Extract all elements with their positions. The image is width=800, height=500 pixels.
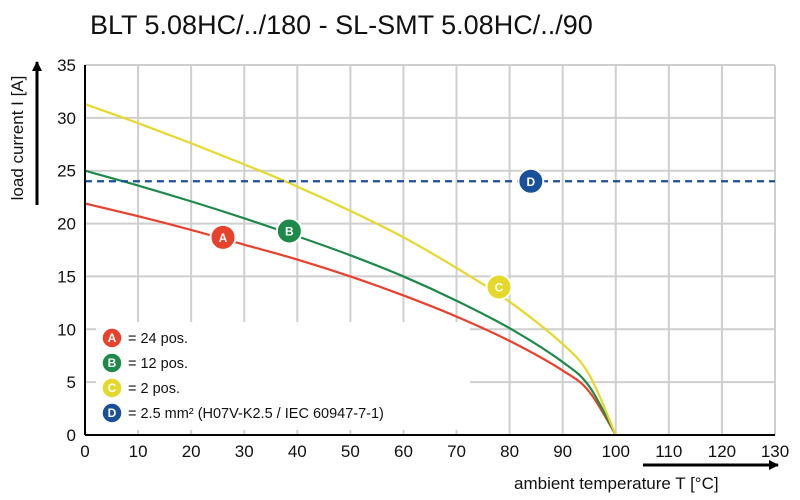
x-tick-label: 40 <box>288 442 307 461</box>
legend-c-text: = 2 pos. <box>128 381 180 397</box>
x-tick-label: 60 <box>394 442 413 461</box>
x-tick-label: 50 <box>341 442 360 461</box>
badge-b-circle <box>275 217 303 245</box>
legend-a-text: = 24 pos. <box>128 331 188 347</box>
legend: A = 24 pos. B = 12 pos. C = 2 pos. D = 2.5 mm² … <box>101 327 384 424</box>
legend-b-circle <box>101 352 123 374</box>
legend-c-badge-label: C <box>108 381 117 395</box>
y-tick-label: 25 <box>57 162 76 181</box>
badge-d-label: D <box>527 175 536 189</box>
y-tick-label: 10 <box>57 320 76 339</box>
y-tick-label: 15 <box>57 267 76 286</box>
y-tick-label: 0 <box>67 426 76 445</box>
badge-c-circle <box>485 273 513 301</box>
legend-d-text: = 2.5 mm² (H07V-K2.5 / IEC 60947-7-1) <box>128 406 384 422</box>
legend-b-text: = 12 pos. <box>128 356 188 372</box>
legend-background <box>96 322 470 430</box>
legend-b-badge-label: B <box>108 356 117 370</box>
x-axis-label: ambient temperature T [°C] <box>514 474 719 493</box>
x-tick-label: 100 <box>602 442 630 461</box>
series-a-line <box>84 202 617 436</box>
badge-d-circle <box>517 167 545 195</box>
series-b-line <box>84 169 617 436</box>
x-tick-label: 90 <box>553 442 572 461</box>
x-tick-labels: 0 10 20 30 40 50 60 70 80 90 100 110 120 130 <box>80 442 789 461</box>
x-tick-label: 0 <box>80 442 89 461</box>
x-tick-label: 130 <box>761 442 789 461</box>
y-tick-label: 30 <box>57 109 76 128</box>
badge-c-label: C <box>495 281 504 295</box>
x-tick-label: 120 <box>708 442 736 461</box>
y-tick-labels: 0 5 10 15 20 25 30 35 <box>57 56 76 445</box>
legend-a-circle <box>101 327 123 349</box>
chart-title: BLT 5.08HC/../180 - SL-SMT 5.08HC/../90 <box>90 10 593 40</box>
badge-a-label: A <box>219 231 228 245</box>
badge-b-label: B <box>285 224 294 238</box>
x-tick-label: 30 <box>235 442 254 461</box>
badge-a-circle <box>209 223 237 251</box>
legend-d-circle <box>101 402 123 424</box>
series-c-line <box>84 103 617 436</box>
y-tick-label: 5 <box>67 373 76 392</box>
x-tick-label: 20 <box>182 442 201 461</box>
x-tick-label: 110 <box>655 442 682 461</box>
legend-a-badge-label: A <box>108 331 117 345</box>
x-tick-label: 80 <box>500 442 519 461</box>
y-axis-label: load current I [A] <box>8 76 27 201</box>
badges-group: A B C D <box>209 167 545 301</box>
x-tick-label: 70 <box>447 442 466 461</box>
y-tick-label: 35 <box>57 56 76 75</box>
legend-c-circle <box>101 377 123 399</box>
legend-d-badge-label: D <box>108 406 117 420</box>
series-group <box>84 103 775 436</box>
y-tick-label: 20 <box>57 215 76 234</box>
x-tick-label: 10 <box>129 442 148 461</box>
